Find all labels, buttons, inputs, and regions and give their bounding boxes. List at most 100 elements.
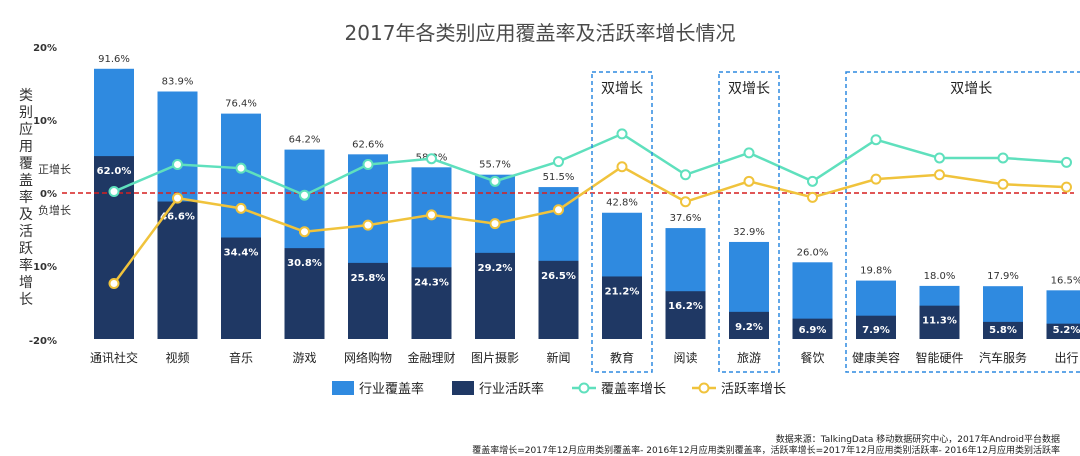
x-axis: 通讯社交 视频 音乐 游戏 网络购物 金融理财 图片摄影 新闻 教育 阅读 旅游 餐饮 健康美容 智能硬件… xyxy=(90,350,1079,365)
coverage-value-label: 17.9% xyxy=(987,271,1019,282)
coverage-growth-point xyxy=(489,175,501,187)
y-tick-label: 0% xyxy=(40,189,57,200)
y-axis-label-char: 应 xyxy=(19,121,33,138)
bar-active xyxy=(1046,323,1080,339)
y-axis-label-char: 及 xyxy=(19,207,33,223)
y-axis-label-char: 覆 xyxy=(19,156,33,172)
y-axis-label: 类别应用覆盖率及活跃率增长 xyxy=(19,88,33,308)
bar-active xyxy=(94,156,134,339)
coverage-growth-point xyxy=(108,186,120,198)
active-growth-point xyxy=(426,209,437,221)
x-tick-label: 旅游 xyxy=(737,351,761,365)
y-tick-label: 20% xyxy=(33,43,57,54)
active-value-label: 29.2% xyxy=(478,263,513,274)
active-growth-point xyxy=(743,175,755,187)
bar-active xyxy=(983,321,1023,339)
y-axis-label-char: 类 xyxy=(19,88,33,104)
active-growth-point xyxy=(680,196,691,208)
coverage-growth-point xyxy=(997,152,1009,164)
active-value-label: 34.4% xyxy=(224,248,259,259)
coverage-value-label: 42.8% xyxy=(606,198,638,209)
bar-active xyxy=(602,276,642,339)
coverage-growth-point xyxy=(172,159,183,171)
double-growth-box xyxy=(845,71,1080,373)
coverage-value-label: 51.5% xyxy=(543,172,575,183)
y-axis: 20% 10% 0% 10% -20% xyxy=(29,43,57,347)
x-tick-label: 新闻 xyxy=(546,350,570,365)
active-growth-point xyxy=(1061,181,1072,193)
y-axis-label-char: 增 xyxy=(19,275,33,291)
x-tick-label: 智能硬件 xyxy=(915,350,963,365)
x-tick-label: 通讯社交 xyxy=(90,350,138,365)
coverage-value-label: 64.2% xyxy=(289,135,321,146)
active-value-label: 6.9% xyxy=(799,325,827,336)
legend-swatch xyxy=(452,381,474,395)
active-value-label: 11.3% xyxy=(922,316,957,327)
zone-label-negative: 负增长 xyxy=(38,203,71,217)
legend-label: 行业活跃率 xyxy=(479,381,544,397)
x-tick-label: 健康美容 xyxy=(852,350,900,365)
coverage-growth-point xyxy=(680,169,691,181)
active-growth-point xyxy=(489,218,501,230)
active-growth-point xyxy=(807,191,818,203)
source-note-line1: 数据来源：TalkingData 移动数据研究中心，2017年Android平台… xyxy=(776,433,1060,445)
growth-lines xyxy=(108,128,1072,290)
active-value-label: 9.2% xyxy=(735,322,763,333)
y-axis-label-char: 率 xyxy=(19,257,33,274)
bar-active xyxy=(538,260,579,339)
active-growth-line xyxy=(112,165,1067,285)
legend-swatch xyxy=(332,381,354,395)
active-growth-point xyxy=(616,161,628,173)
coverage-growth-point xyxy=(299,189,310,201)
coverage-growth-point xyxy=(1061,156,1072,168)
active-value-label: 26.5% xyxy=(541,271,576,282)
coverage-value-label: 32.9% xyxy=(733,227,765,238)
bar-active xyxy=(157,201,198,339)
coverage-value-label: 19.8% xyxy=(860,266,892,277)
y-axis-label-char: 别 xyxy=(19,105,33,121)
coverage-growth-point xyxy=(743,147,755,159)
coverage-value-label: 37.6% xyxy=(670,213,702,224)
x-tick-label: 出行 xyxy=(1054,351,1078,365)
bar-active xyxy=(475,252,515,339)
bar-active xyxy=(665,291,706,339)
active-value-label: 62.0% xyxy=(97,166,132,177)
active-growth-point xyxy=(553,204,564,216)
active-value-label: 7.9% xyxy=(862,325,890,336)
coverage-growth-point xyxy=(553,156,564,168)
active-growth-point xyxy=(362,219,374,231)
y-tick-label: 10% xyxy=(33,116,57,127)
coverage-value-label: 55.7% xyxy=(479,160,511,171)
coverage-growth-point xyxy=(235,162,247,174)
coverage-value-label: 91.6% xyxy=(98,54,130,65)
y-axis-label-char: 率 xyxy=(19,189,33,206)
active-value-label: 24.3% xyxy=(414,277,449,288)
double-growth-boxes: 双增长 双增长 双增长 xyxy=(591,71,1080,373)
active-value-label: 5.2% xyxy=(1053,325,1080,336)
zone-label-positive: 正增长 xyxy=(38,162,71,176)
coverage-growth-point xyxy=(426,153,437,165)
bar-active xyxy=(221,237,261,339)
legend: 行业覆盖率 行业活跃率 覆盖率增长 活跃率增长 xyxy=(332,381,786,397)
y-axis-label-char: 盖 xyxy=(19,173,33,189)
coverage-value-label: 16.5% xyxy=(1051,275,1080,286)
active-value-label: 46.6% xyxy=(160,212,195,223)
x-tick-label: 音乐 xyxy=(229,350,253,365)
legend-label: 活跃率增长 xyxy=(721,381,786,397)
y-axis-label-char: 长 xyxy=(19,292,33,308)
bars: 91.6% 62.0% 83.9% 46.6% 76.4% 34.4% 64.2% 30.8%… xyxy=(94,54,1080,340)
y-axis-label-char: 跃 xyxy=(19,241,33,257)
bar-active xyxy=(856,315,896,339)
double-growth-label: 双增长 xyxy=(950,81,992,97)
coverage-value-label: 83.9% xyxy=(162,76,194,87)
legend-marker xyxy=(578,382,590,394)
coverage-growth-point xyxy=(362,159,374,171)
active-value-label: 25.8% xyxy=(351,273,386,284)
bar-active xyxy=(284,248,325,339)
x-tick-label: 餐饮 xyxy=(800,350,824,365)
active-growth-point xyxy=(870,173,882,185)
bar-active xyxy=(792,318,833,339)
chart-title: 2017年各类别应用覆盖率及活跃率增长情况 xyxy=(345,21,736,45)
x-tick-label: 网络购物 xyxy=(344,350,392,365)
